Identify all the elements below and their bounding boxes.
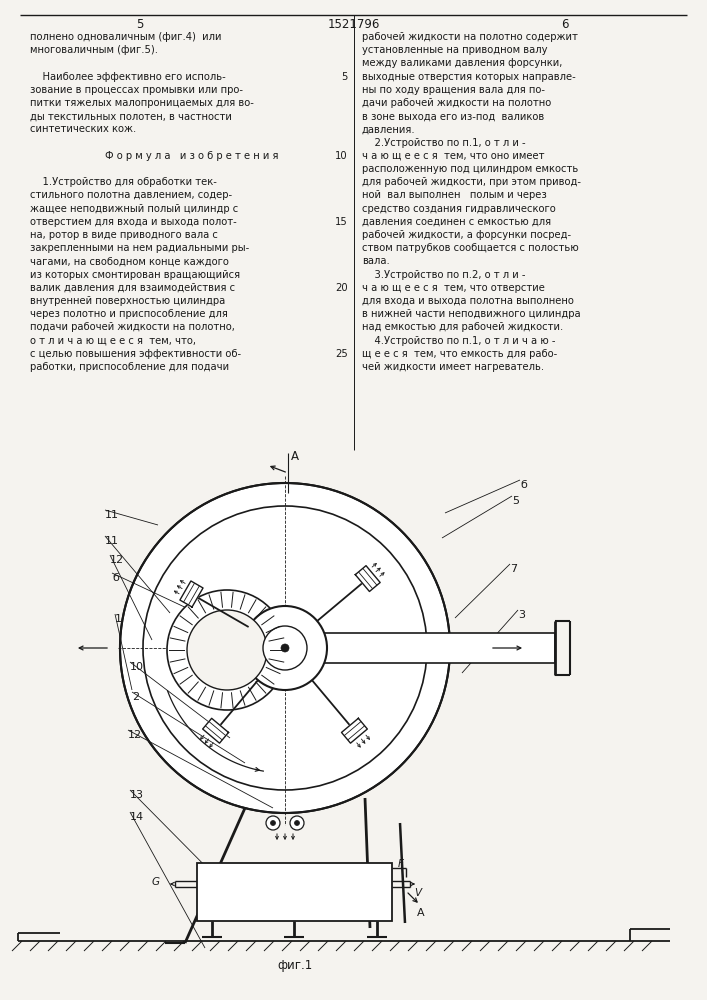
Circle shape xyxy=(187,589,197,599)
Text: G: G xyxy=(152,877,160,887)
Text: ды текстильных полотен, в частности: ды текстильных полотен, в частности xyxy=(30,111,232,121)
Bar xyxy=(175,633,555,663)
Circle shape xyxy=(167,590,287,710)
Text: чей жидкости имеет нагреватель.: чей жидкости имеет нагреватель. xyxy=(362,362,544,372)
Text: фиг.1: фиг.1 xyxy=(277,959,312,972)
Text: расположенную под цилиндром емкость: расположенную под цилиндром емкость xyxy=(362,164,578,174)
Text: над емкостью для рабочей жидкости.: над емкостью для рабочей жидкости. xyxy=(362,322,563,332)
Text: чагами, на свободном конце каждого: чагами, на свободном конце каждого xyxy=(30,256,229,266)
Text: 5: 5 xyxy=(512,496,519,506)
Circle shape xyxy=(295,820,300,826)
Circle shape xyxy=(271,820,276,826)
Text: 14: 14 xyxy=(130,812,144,822)
Text: давления соединен с емкостью для: давления соединен с емкостью для xyxy=(362,217,551,227)
Text: ством патрубков сообщается с полостью: ством патрубков сообщается с полостью xyxy=(362,243,579,253)
Text: в зоне выхода его из-под  валиков: в зоне выхода его из-под валиков xyxy=(362,111,544,121)
Text: 1: 1 xyxy=(115,614,122,624)
Text: для рабочей жидкости, при этом привод-: для рабочей жидкости, при этом привод- xyxy=(362,177,581,187)
Circle shape xyxy=(281,644,289,652)
Text: б: б xyxy=(112,573,119,583)
Text: A: A xyxy=(291,450,299,463)
Text: 5: 5 xyxy=(136,18,144,31)
Polygon shape xyxy=(341,718,368,743)
Text: A: A xyxy=(417,908,425,918)
Circle shape xyxy=(349,726,359,736)
Text: из которых смонтирован вращающийся: из которых смонтирован вращающийся xyxy=(30,270,240,280)
Text: 15: 15 xyxy=(335,217,348,227)
Circle shape xyxy=(290,816,304,830)
Text: с целью повышения эффективности об-: с целью повышения эффективности об- xyxy=(30,349,241,359)
Text: синтетических кож.: синтетических кож. xyxy=(30,124,136,134)
Text: через полотно и приспособление для: через полотно и приспособление для xyxy=(30,309,228,319)
Text: б: б xyxy=(520,480,527,490)
Circle shape xyxy=(187,610,267,690)
Bar xyxy=(197,863,392,921)
Text: подачи рабочей жидкости на полотно,: подачи рабочей жидкости на полотно, xyxy=(30,322,235,332)
Text: 2.Устройство по п.1, о т л и -: 2.Устройство по п.1, о т л и - xyxy=(362,138,525,148)
Polygon shape xyxy=(203,718,228,743)
Text: валик давления для взаимодействия с: валик давления для взаимодействия с xyxy=(30,283,235,293)
Text: стильного полотна давлением, содер-: стильного полотна давлением, содер- xyxy=(30,190,232,200)
Text: выходные отверстия которых направле-: выходные отверстия которых направле- xyxy=(362,72,575,82)
Text: 11: 11 xyxy=(105,510,119,520)
Circle shape xyxy=(266,816,280,830)
Text: 12: 12 xyxy=(128,730,142,740)
Text: ны по ходу вращения вала для по-: ны по ходу вращения вала для по- xyxy=(362,85,545,95)
Text: дачи рабочей жидкости на полотно: дачи рабочей жидкости на полотно xyxy=(362,98,551,108)
Text: 5: 5 xyxy=(341,72,348,82)
Circle shape xyxy=(363,574,373,584)
Text: полнено одноваличным (фиг.4)  или: полнено одноваличным (фиг.4) или xyxy=(30,32,221,42)
Text: рабочей жидкости на полотно содержит: рабочей жидкости на полотно содержит xyxy=(362,32,578,42)
Text: 11: 11 xyxy=(105,536,119,546)
Text: 20: 20 xyxy=(335,283,348,293)
Text: ч а ю щ е е с я  тем, что оно имеет: ч а ю щ е е с я тем, что оно имеет xyxy=(362,151,544,161)
Text: жащее неподвижный полый цилиндр с: жащее неподвижный полый цилиндр с xyxy=(30,204,238,214)
Text: ной  вал выполнен   полым и через: ной вал выполнен полым и через xyxy=(362,190,547,200)
Text: 1.Устройство для обработки тек-: 1.Устройство для обработки тек- xyxy=(30,177,217,187)
Text: закрепленными на нем радиальными ры-: закрепленными на нем радиальными ры- xyxy=(30,243,250,253)
Text: Наиболее эффективно его исполь-: Наиболее эффективно его исполь- xyxy=(30,72,226,82)
Text: питки тяжелых малопроницаемых для во-: питки тяжелых малопроницаемых для во- xyxy=(30,98,254,108)
Polygon shape xyxy=(180,581,203,607)
Text: 13: 13 xyxy=(130,790,144,800)
Text: установленные на приводном валу: установленные на приводном валу xyxy=(362,45,547,55)
Text: 25: 25 xyxy=(335,349,348,359)
Text: средство создания гидравлического: средство создания гидравлического xyxy=(362,204,556,214)
Text: 6: 6 xyxy=(561,18,568,31)
Text: в нижней части неподвижного цилиндра: в нижней части неподвижного цилиндра xyxy=(362,309,580,319)
Text: о т л и ч а ю щ е е с я  тем, что,: о т л и ч а ю щ е е с я тем, что, xyxy=(30,336,196,346)
Text: работки, приспособление для подачи: работки, приспособление для подачи xyxy=(30,362,229,372)
Text: V: V xyxy=(414,888,421,898)
Text: 3.Устройство по п.2, о т л и -: 3.Устройство по п.2, о т л и - xyxy=(362,270,525,280)
Text: рабочей жидкости, а форсунки посред-: рабочей жидкости, а форсунки посред- xyxy=(362,230,571,240)
Text: между валиками давления форсунки,: между валиками давления форсунки, xyxy=(362,58,562,68)
Text: давления.: давления. xyxy=(362,124,416,134)
Circle shape xyxy=(263,626,307,670)
Text: Ф о р м у л а   и з о б р е т е н и я: Ф о р м у л а и з о б р е т е н и я xyxy=(105,151,279,161)
Text: 10: 10 xyxy=(335,151,348,161)
Text: для входа и выхода полотна выполнено: для входа и выхода полотна выполнено xyxy=(362,296,574,306)
Circle shape xyxy=(211,726,221,736)
Text: отверстием для входа и выхода полот-: отверстием для входа и выхода полот- xyxy=(30,217,237,227)
Text: 4.Устройство по п.1, о т л и ч а ю -: 4.Устройство по п.1, о т л и ч а ю - xyxy=(362,336,556,346)
Text: зование в процессах промывки или про-: зование в процессах промывки или про- xyxy=(30,85,243,95)
Text: щ е е с я  тем, что емкость для рабо-: щ е е с я тем, что емкость для рабо- xyxy=(362,349,557,359)
Text: 12: 12 xyxy=(110,555,124,565)
Circle shape xyxy=(243,606,327,690)
Text: на, ротор в виде приводного вала с: на, ротор в виде приводного вала с xyxy=(30,230,218,240)
Text: 3: 3 xyxy=(518,610,525,620)
Text: 1521796: 1521796 xyxy=(328,18,380,31)
Text: многоваличным (фиг.5).: многоваличным (фиг.5). xyxy=(30,45,158,55)
Text: 7: 7 xyxy=(510,564,517,574)
Text: 2: 2 xyxy=(132,692,139,702)
Circle shape xyxy=(120,483,450,813)
Polygon shape xyxy=(356,566,380,592)
Text: F: F xyxy=(398,859,404,869)
Text: внутренней поверхностью цилиндра: внутренней поверхностью цилиндра xyxy=(30,296,226,306)
Text: вала.: вала. xyxy=(362,256,390,266)
Text: ч а ю щ е е с я  тем, что отверстие: ч а ю щ е е с я тем, что отверстие xyxy=(362,283,545,293)
Text: 10: 10 xyxy=(130,662,144,672)
